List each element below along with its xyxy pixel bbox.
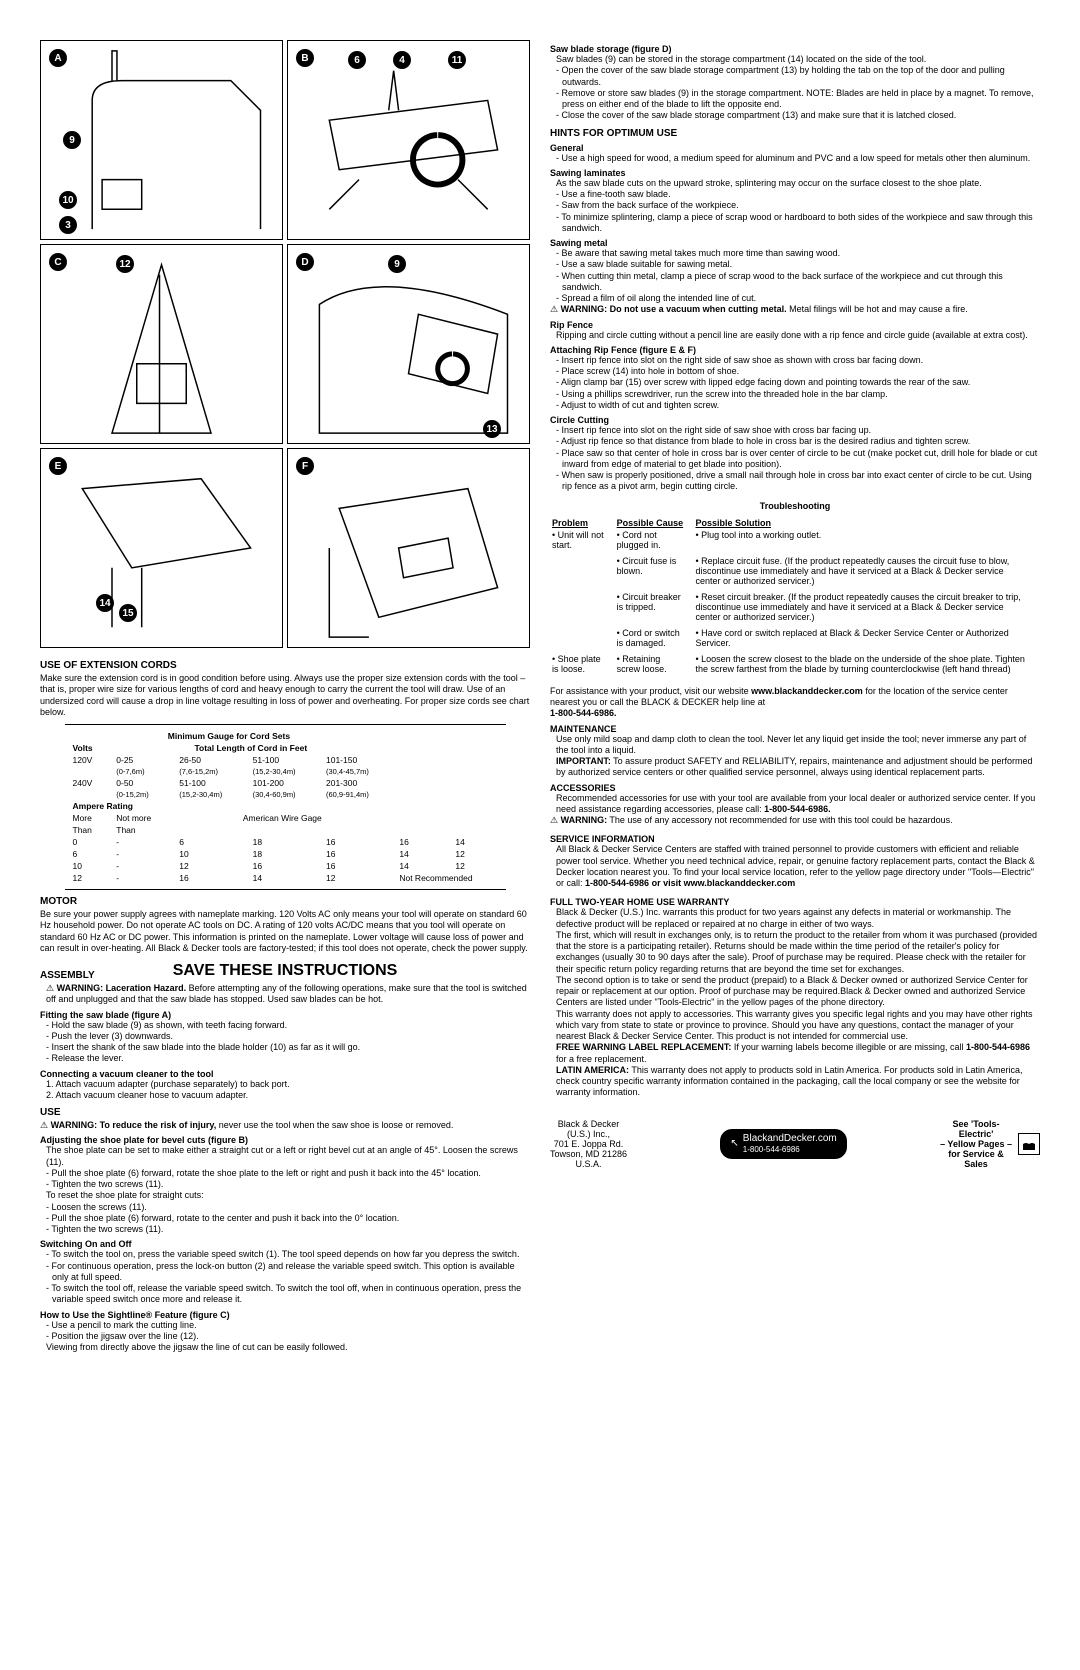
- attach-fence-heading: Attaching Rip Fence (figure E & F): [550, 345, 1040, 355]
- figure-b: B6411: [287, 40, 530, 240]
- vacuum-step1: 1. Attach vacuum adapter (purchase separ…: [40, 1079, 530, 1090]
- maintenance-heading: MAINTENANCE: [550, 724, 1040, 734]
- figure-d: D913: [287, 244, 530, 444]
- storage-heading: Saw blade storage (figure D): [550, 44, 1040, 54]
- accessories-heading: ACCESSORIES: [550, 783, 1040, 793]
- warranty-p2: The first, which will result in exchange…: [550, 930, 1040, 975]
- troubleshooting-table: ProblemPossible CausePossible Solution •…: [550, 516, 1040, 680]
- adjust-shoe-heading: Adjusting the shoe plate for bevel cuts …: [40, 1135, 530, 1145]
- rip-fence-heading: Rip Fence: [550, 320, 1040, 330]
- footer-yellowpages: See 'Tools-Electric'– Yellow Pages –for …: [940, 1119, 1040, 1169]
- ext-cords-text: Make sure the extension cord is in good …: [40, 673, 530, 718]
- warranty-p5: FREE WARNING LABEL REPLACEMENT: If your …: [550, 1042, 1040, 1065]
- attach-fence-list: Insert rip fence into slot on the right …: [550, 355, 1040, 411]
- accessories-warning: WARNING: The use of any accessory not re…: [550, 815, 1040, 826]
- service-heading: SERVICE INFORMATION: [550, 834, 1040, 844]
- storage-list: Open the cover of the saw blade storage …: [550, 65, 1040, 121]
- warranty-heading: FULL TWO-YEAR HOME USE WARRANTY: [550, 897, 1040, 907]
- service-text: All Black & Decker Service Centers are s…: [550, 844, 1040, 889]
- troubleshooting-heading: Troubleshooting: [550, 501, 1040, 512]
- cord-gauge-table: Minimum Gauge for Cord Sets VoltsTotal L…: [65, 724, 506, 890]
- figure-c: C12: [40, 244, 283, 444]
- general-heading: General: [550, 143, 1040, 153]
- footer-badge: ↖BlackandDecker.com1-800-544-6986: [720, 1129, 846, 1159]
- circle-cutting-list: Insert rip fence into slot on the right …: [550, 425, 1040, 493]
- use-heading: USE: [40, 1107, 530, 1118]
- ext-cords-heading: USE OF EXTENSION CORDS: [40, 660, 530, 671]
- vacuum-heading: Connecting a vacuum cleaner to the tool: [40, 1069, 530, 1079]
- metal-heading: Sawing metal: [550, 238, 1040, 248]
- figure-grid: A9103 B6411 C12 D913 E1415 F: [40, 40, 530, 648]
- warranty-p3: The second option is to take or send the…: [550, 975, 1040, 1009]
- switching-heading: Switching On and Off: [40, 1239, 530, 1249]
- motor-heading: MOTOR: [40, 896, 530, 907]
- storage-text: Saw blades (9) can be stored in the stor…: [550, 54, 1040, 65]
- footer-address: Black & Decker(U.S.) Inc.,701 E. Joppa R…: [550, 1119, 627, 1169]
- sightline-heading: How to Use the Sightline® Feature (figur…: [40, 1310, 530, 1320]
- switching-list: To switch the tool on, press the variabl…: [40, 1249, 530, 1305]
- adjust-shoe-list: Pull the shoe plate (6) forward, rotate …: [40, 1168, 530, 1191]
- adjust-shoe-text: The shoe plate can be set to make either…: [40, 1145, 530, 1168]
- adjust-reset-text: To reset the shoe plate for straight cut…: [40, 1190, 530, 1201]
- warranty-p4: This warranty does not apply to accessor…: [550, 1009, 1040, 1043]
- sightline-text: Viewing from directly above the jigsaw t…: [40, 1342, 530, 1353]
- hints-heading: HINTS FOR OPTIMUM USE: [550, 128, 1040, 139]
- maintenance-text2: IMPORTANT: To assure product SAFETY and …: [550, 756, 1040, 779]
- adjust-reset-list: Loosen the screws (11).Pull the shoe pla…: [40, 1202, 530, 1236]
- assistance-text: For assistance with your product, visit …: [550, 686, 1040, 720]
- laminates-list: Use a fine-tooth saw blade.Saw from the …: [550, 189, 1040, 234]
- use-warning: WARNING: To reduce the risk of injury, n…: [40, 1120, 530, 1131]
- vacuum-step2: 2. Attach vacuum cleaner hose to vacuum …: [40, 1090, 530, 1101]
- warranty-p6: LATIN AMERICA: This warranty does not ap…: [550, 1065, 1040, 1099]
- rip-fence-text: Ripping and circle cutting without a pen…: [550, 330, 1040, 341]
- metal-list: Be aware that sawing metal takes much mo…: [550, 248, 1040, 304]
- general-list: Use a high speed for wood, a medium spee…: [550, 153, 1040, 164]
- fitting-blade-heading: Fitting the saw blade (figure A): [40, 1010, 530, 1020]
- figure-e: E1415: [40, 448, 283, 648]
- warranty-p1: Black & Decker (U.S.) Inc. warrants this…: [550, 907, 1040, 930]
- motor-text: Be sure your power supply agrees with na…: [40, 909, 530, 954]
- figure-f: F: [287, 448, 530, 648]
- assembly-warning: WARNING: Laceration Hazard. Before attem…: [40, 983, 530, 1006]
- sightline-list: Use a pencil to mark the cutting line.Po…: [40, 1320, 530, 1343]
- maintenance-text1: Use only mild soap and damp cloth to cle…: [550, 734, 1040, 757]
- circle-cutting-heading: Circle Cutting: [550, 415, 1040, 425]
- footer: Black & Decker(U.S.) Inc.,701 E. Joppa R…: [550, 1119, 1040, 1169]
- cursor-icon: ↖: [730, 1138, 738, 1149]
- laminates-heading: Sawing laminates: [550, 168, 1040, 178]
- fitting-blade-list: Hold the saw blade (9) as shown, with te…: [40, 1020, 530, 1065]
- laminates-text: As the saw blade cuts on the upward stro…: [550, 178, 1040, 189]
- yellowpages-icon: [1018, 1133, 1040, 1155]
- metal-warning: WARNING: Do not use a vacuum when cuttin…: [550, 304, 1040, 315]
- accessories-text: Recommended accessories for use with you…: [550, 793, 1040, 816]
- figure-a: A9103: [40, 40, 283, 240]
